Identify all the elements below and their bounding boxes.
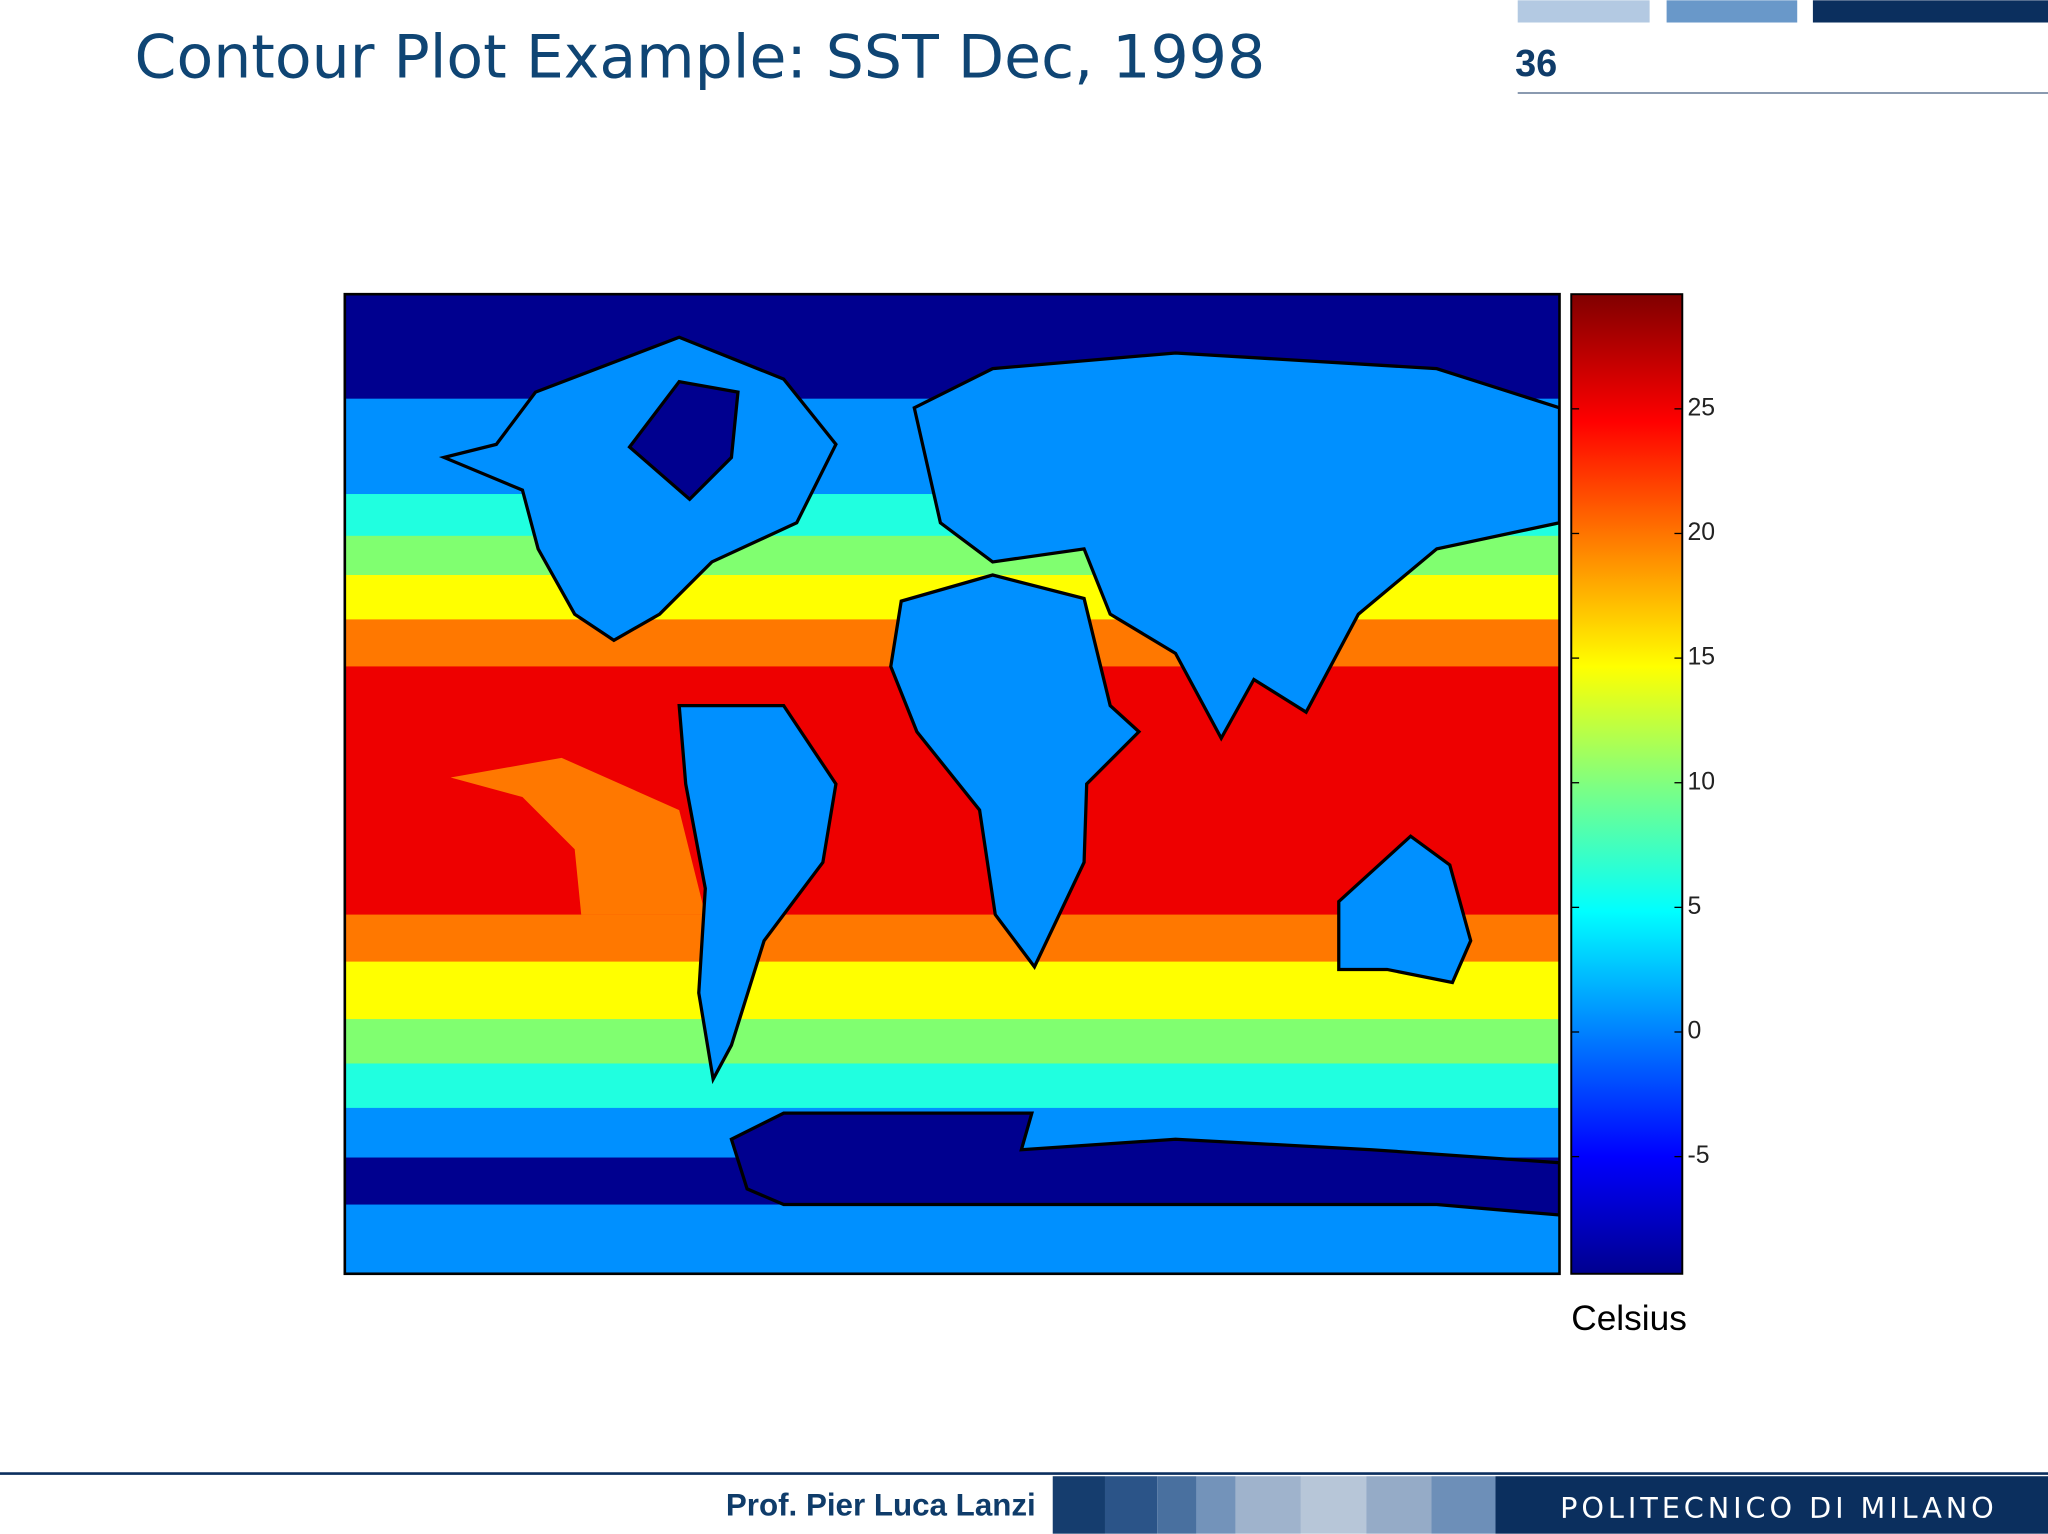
- tick-label: 10: [1688, 768, 1716, 795]
- page-number: 36: [1515, 43, 1557, 85]
- colorbar: -5 0 5 10 15 20 25: [1570, 293, 1716, 1275]
- tick-label: 0: [1688, 1018, 1702, 1045]
- tick-label: -5: [1688, 1142, 1710, 1169]
- tick-label: 5: [1688, 893, 1702, 920]
- tick-label: 15: [1688, 644, 1716, 671]
- footer-institution: POLITECNICO DI MILANO: [1560, 1491, 1998, 1525]
- footer-bars: [1052, 1476, 2048, 1534]
- sst-map: [343, 292, 1561, 1276]
- footer-author: Prof. Pier Luca Lanzi: [726, 1487, 1036, 1522]
- slide-title: Contour Plot Example: SST Dec, 1998: [135, 22, 1266, 92]
- header-block: [1812, 0, 2048, 23]
- colorbar-label: Celsius: [1571, 1299, 1687, 1338]
- header-block: [1666, 0, 1798, 23]
- colorbar-scale: [1570, 293, 1684, 1275]
- tick-label: 20: [1688, 519, 1716, 546]
- header-block: [1517, 0, 1650, 23]
- tick-label: 25: [1688, 394, 1716, 421]
